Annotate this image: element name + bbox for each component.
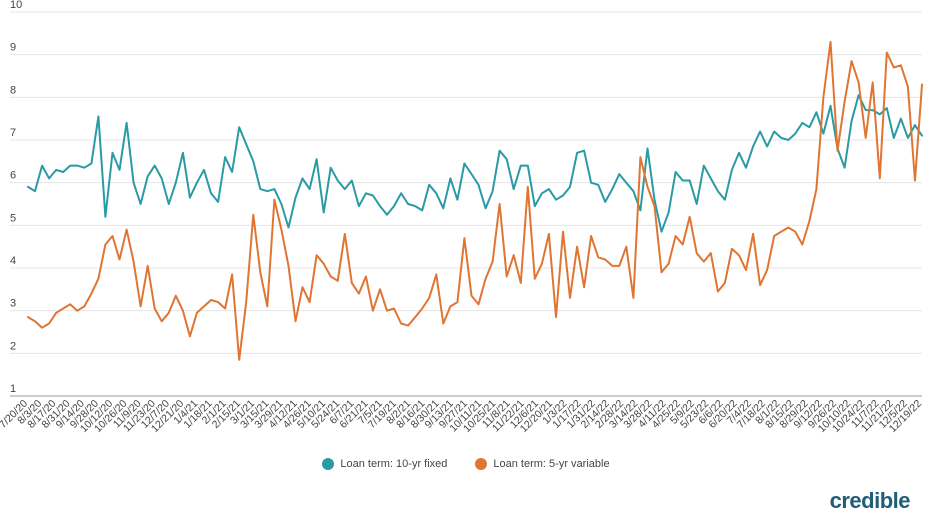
y-tick-label: 3 <box>10 298 16 310</box>
y-tick-label: 6 <box>10 170 16 182</box>
legend: Loan term: 10-yr fixed Loan term: 5-yr v… <box>0 458 932 470</box>
y-tick-label: 8 <box>10 84 16 96</box>
legend-swatch-5yr-variable-icon <box>475 458 488 470</box>
series-line-5yr-variable <box>27 40 923 361</box>
legend-item-5yr-variable[interactable]: Loan term: 5-yr variable <box>475 458 610 470</box>
legend-label-10yr-fixed: Loan term: 10-yr fixed <box>340 458 448 470</box>
legend-label-5yr-variable: Loan term: 5-yr variable <box>493 458 610 470</box>
y-tick-label: 2 <box>10 340 16 352</box>
series-line-10yr-fixed <box>27 94 923 233</box>
x-axis-tick-labels: 7/20/208/3/208/17/208/31/209/14/209/28/2… <box>0 398 924 436</box>
legend-item-10yr-fixed[interactable]: Loan term: 10-yr fixed <box>322 458 447 470</box>
legend-swatch-10yr-fixed-icon <box>322 458 335 470</box>
y-tick-label: 10 <box>10 0 22 11</box>
gridlines <box>10 11 922 397</box>
series-lines <box>27 40 923 361</box>
y-tick-label: 7 <box>10 127 16 139</box>
y-tick-label: 5 <box>10 212 16 224</box>
y-axis-tick-labels: 1 2 3 4 5 6 7 8 9 10 <box>10 0 22 395</box>
y-tick-label: 4 <box>10 255 16 267</box>
credible-logo: credible <box>829 488 911 513</box>
y-tick-label: 1 <box>10 383 16 395</box>
y-tick-label: 9 <box>10 42 16 54</box>
